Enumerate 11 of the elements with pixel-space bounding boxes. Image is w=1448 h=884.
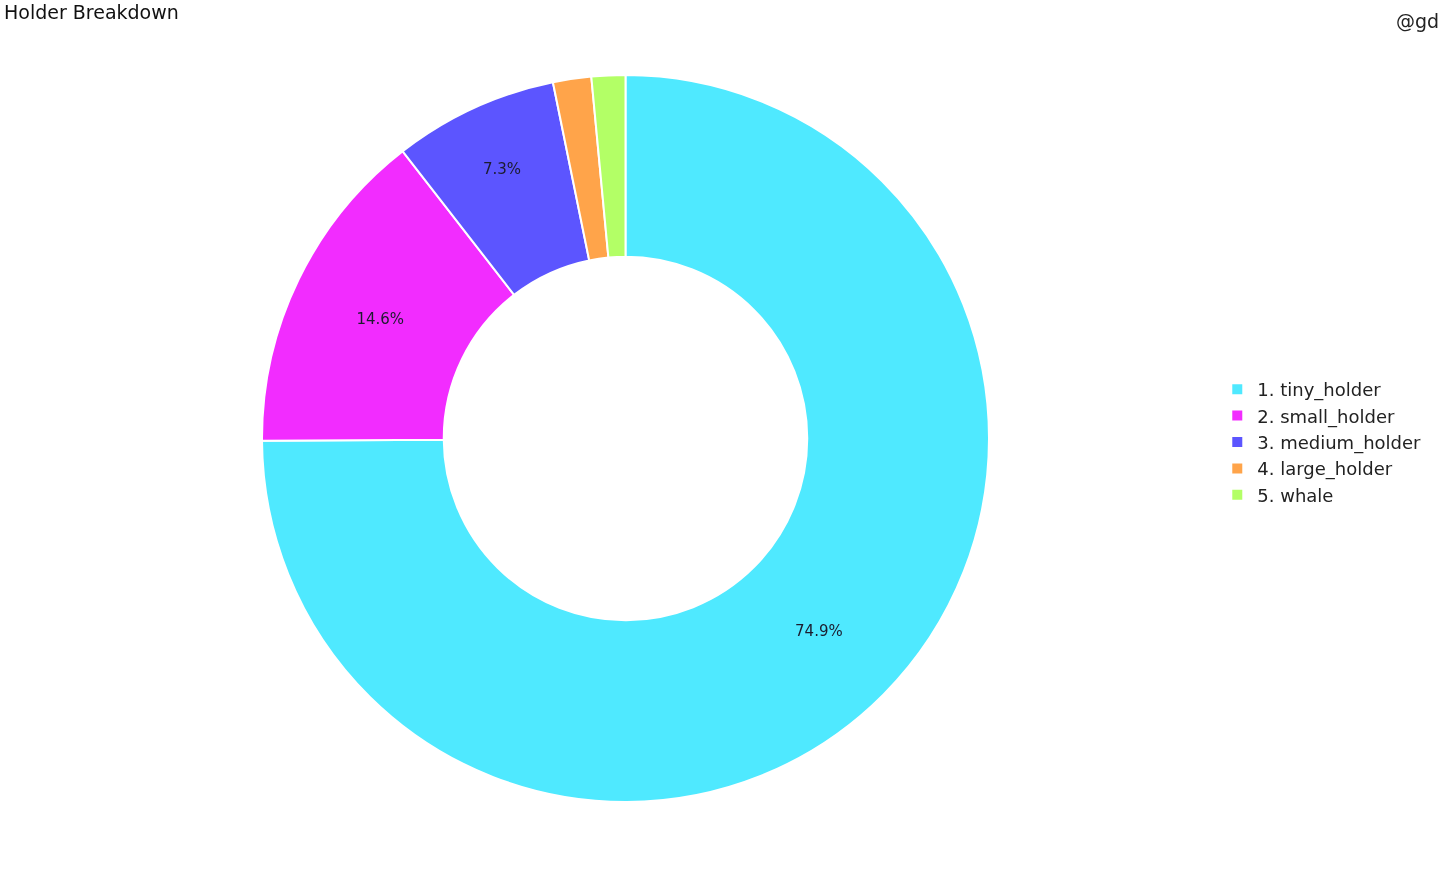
data-label: 7.3%	[482, 160, 521, 179]
legend-label: 3. medium_holder	[1257, 432, 1422, 455]
legend-label: 4. large_holder	[1257, 458, 1393, 481]
legend-label: 2. small_holder	[1257, 405, 1396, 428]
donut-slice	[261, 74, 990, 803]
legend-label: 5. whale	[1257, 484, 1334, 506]
data-label: 74.9%	[795, 621, 843, 640]
text: @gd	[1396, 10, 1440, 32]
text: Holder Breakdown	[4, 1, 179, 24]
legend-label: 1. tiny_holder	[1257, 379, 1382, 402]
data-label: 14.6%	[356, 310, 405, 329]
